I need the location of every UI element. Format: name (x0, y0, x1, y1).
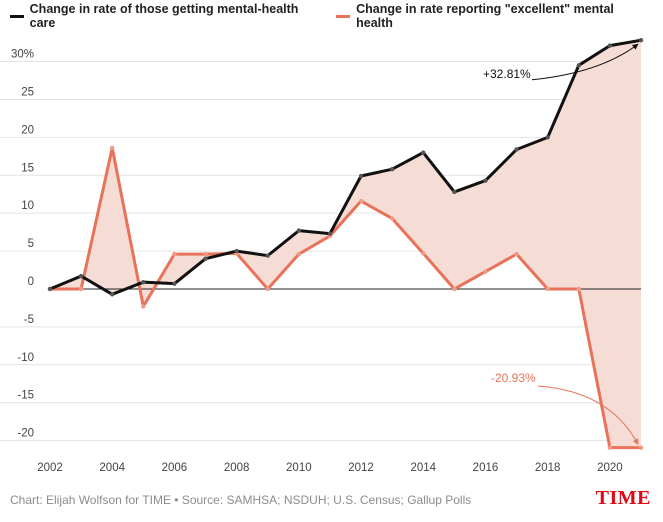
x-tick-label: 2020 (597, 462, 623, 474)
x-tick-label: 2016 (473, 462, 499, 474)
y-tick-label: -5 (24, 314, 34, 326)
data-point-care (47, 286, 53, 292)
data-point-excellent (141, 304, 146, 309)
annotation-care-value: +32.81% (483, 67, 531, 81)
data-point-care (172, 281, 177, 286)
legend-swatch-care (10, 14, 24, 18)
y-tick-label: 5 (28, 238, 34, 250)
legend-swatch-excellent (336, 14, 351, 18)
series-line-excellent (48, 146, 643, 450)
series-line-care (48, 38, 643, 296)
data-point-care (452, 189, 457, 195)
data-point-excellent (265, 286, 270, 292)
data-point-care (514, 147, 519, 152)
legend-label-excellent: Change in rate reporting "excellent" men… (356, 2, 614, 30)
data-point-care (203, 256, 208, 261)
y-tick-label: -15 (17, 390, 34, 402)
data-point-excellent (421, 251, 426, 256)
y-tick-label: -20 (17, 428, 34, 440)
data-point-excellent (607, 445, 613, 450)
data-point-care (638, 38, 644, 43)
data-point-care (607, 43, 613, 48)
data-point-care (545, 135, 550, 140)
data-point-care (576, 63, 581, 68)
x-tick-label: 2008 (224, 462, 250, 474)
y-tick-label: -10 (17, 352, 34, 364)
annotation-care-arrow (531, 43, 639, 81)
data-point-excellent (389, 216, 395, 221)
source-credit: Chart: Elijah Wolfson for TIME • Source:… (10, 493, 472, 507)
data-point-care (141, 279, 146, 285)
time-logo: TIME (595, 487, 651, 509)
data-point-excellent (638, 445, 644, 450)
x-tick-label: 2010 (286, 462, 312, 474)
x-tick-label: 2002 (37, 462, 63, 474)
legend-item-excellent: Change in rate reporting "excellent" men… (336, 2, 647, 30)
y-tick-label: 10 (21, 200, 34, 212)
data-point-excellent (110, 145, 115, 151)
data-point-excellent (452, 286, 457, 292)
x-tick-label: 2004 (99, 462, 125, 474)
data-point-excellent (576, 286, 581, 292)
annotation-excellent-value: -20.93% (491, 371, 536, 385)
data-point-excellent (296, 251, 302, 257)
data-point-care (78, 273, 84, 279)
fill-between-area (50, 40, 641, 448)
legend-label-care: Change in rate of those getting mental-h… (29, 2, 299, 30)
data-point-care (358, 173, 364, 179)
x-tick-label: 2006 (162, 462, 188, 474)
y-tick-label: 25 (21, 86, 34, 98)
x-tick-label: 2018 (535, 462, 561, 474)
y-tick-label: 30% (11, 49, 34, 61)
data-point-excellent (358, 198, 364, 204)
x-tick-label: 2012 (348, 462, 374, 474)
x-tick-label: 2014 (410, 462, 436, 474)
y-tick-label: 15 (21, 162, 34, 174)
y-tick-label: 0 (28, 276, 34, 288)
data-point-excellent (203, 251, 208, 257)
data-point-excellent (514, 251, 519, 257)
data-point-excellent (545, 286, 550, 292)
data-point-care (389, 166, 395, 172)
data-point-care (421, 150, 426, 155)
data-point-excellent (483, 269, 488, 274)
data-point-care (296, 228, 302, 233)
annotation-excellent-arrow (537, 385, 639, 445)
legend: Change in rate of those getting mental-h… (10, 2, 663, 30)
data-point-care (110, 292, 115, 297)
data-point-care (234, 248, 239, 254)
data-point-excellent (78, 286, 84, 292)
y-tick-label: 20 (21, 124, 34, 136)
legend-item-care: Change in rate of those getting mental-h… (10, 2, 320, 30)
data-point-excellent (172, 251, 177, 257)
data-point-care (327, 231, 333, 236)
data-point-care (265, 253, 270, 258)
data-point-care (483, 178, 488, 183)
